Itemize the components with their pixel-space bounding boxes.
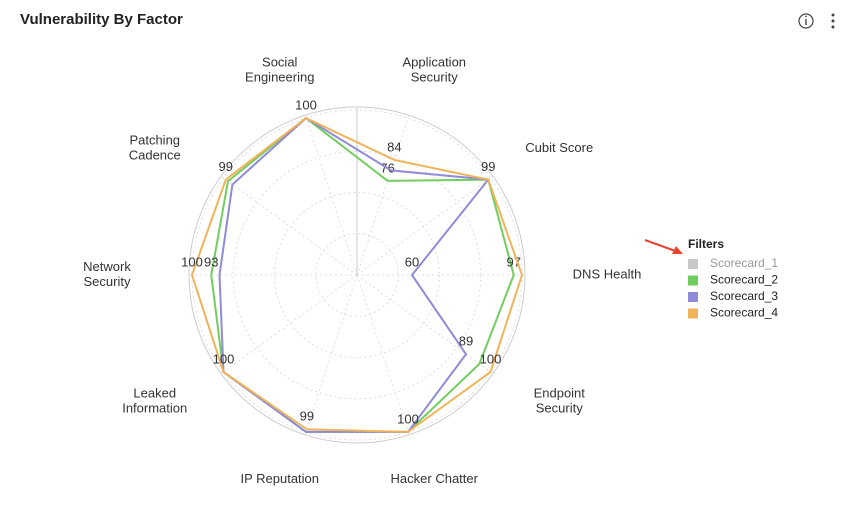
- axis-label: Information: [122, 400, 187, 415]
- value-label: 99: [481, 159, 495, 174]
- axis-label: Social: [262, 54, 298, 69]
- spoke: [304, 115, 358, 276]
- axis-label: Cubit Score: [525, 140, 593, 155]
- menu-icon[interactable]: [831, 13, 835, 29]
- grid-ring: [232, 150, 482, 400]
- spoke: [356, 274, 494, 375]
- axis-label: Endpoint: [534, 385, 586, 400]
- axis-label: Security: [536, 400, 583, 415]
- grid-ring: [274, 192, 440, 358]
- value-label: 100: [213, 351, 235, 366]
- spoke: [220, 175, 358, 276]
- legend-swatch: [688, 275, 698, 286]
- value-label: 99: [300, 409, 314, 424]
- outer-circle: [188, 106, 526, 444]
- axis-label: Leaked: [133, 385, 176, 400]
- axis-label: Cadence: [129, 148, 181, 163]
- axis-label: Application: [402, 54, 466, 69]
- axis-label: Security: [84, 274, 131, 289]
- axis-label: IP Reputation: [240, 471, 319, 486]
- legend-swatch: [688, 308, 698, 319]
- value-label: 89: [459, 334, 473, 349]
- value-label: 100: [295, 98, 317, 113]
- value-label: 93: [204, 254, 218, 269]
- value-label: 100: [181, 254, 203, 269]
- legend-title: Filters: [688, 237, 724, 251]
- value-label: 97: [507, 254, 521, 269]
- chart-title: Vulnerability By Factor: [20, 11, 183, 28]
- legend-label: Scorecard_4: [710, 306, 778, 320]
- axis-label: Engineering: [245, 69, 314, 84]
- spoke: [220, 274, 358, 375]
- arrow: [644, 239, 683, 254]
- spoke: [356, 115, 410, 276]
- legend-label: Scorecard_2: [710, 273, 778, 287]
- spoke: [304, 274, 358, 435]
- axis-label: DNS Health: [573, 266, 642, 281]
- value-label: 99: [219, 159, 233, 174]
- value-label: 100: [397, 411, 419, 426]
- value-label: 60: [405, 254, 419, 269]
- legend-swatch: [688, 259, 698, 269]
- spoke: [356, 274, 410, 435]
- axis-label: Security: [411, 69, 458, 84]
- value-label: 100: [480, 351, 502, 366]
- axis-label: Hacker Chatter: [391, 471, 479, 486]
- value-label: 84: [387, 139, 401, 154]
- legend-swatch: [688, 292, 698, 302]
- axis-label: Patching: [129, 133, 180, 148]
- legend-label: Scorecard_3: [710, 289, 778, 303]
- series-line: [190, 116, 524, 433]
- info-icon[interactable]: [798, 13, 814, 29]
- legend-label: Scorecard_1: [710, 256, 778, 270]
- axis-label: Network: [83, 259, 131, 274]
